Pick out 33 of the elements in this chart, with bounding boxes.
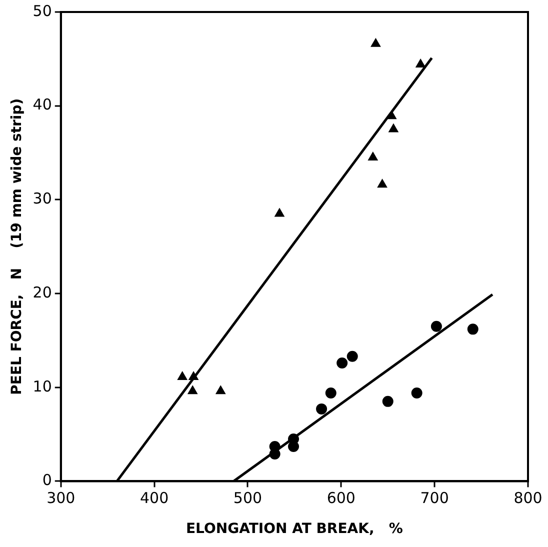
point <box>382 396 394 407</box>
point <box>188 386 198 394</box>
point <box>316 403 328 414</box>
point <box>370 38 381 47</box>
point <box>388 124 398 132</box>
point <box>325 387 336 398</box>
point <box>411 387 422 398</box>
point <box>368 152 378 160</box>
point <box>416 59 426 68</box>
point <box>188 372 198 380</box>
x-tick-label: 500 <box>233 489 262 508</box>
y-tick-label: 40 <box>32 96 52 114</box>
point <box>430 320 442 332</box>
point <box>178 372 188 380</box>
point <box>377 179 388 188</box>
point <box>216 386 226 394</box>
x-tick-label: 700 <box>420 489 449 508</box>
x-axis-title: ELONGATION AT BREAK, % <box>186 521 403 538</box>
point <box>346 350 358 362</box>
point <box>274 208 284 217</box>
point <box>386 110 396 120</box>
point <box>336 357 348 368</box>
y-tick-label: 30 <box>32 190 52 208</box>
x-tick-label: 400 <box>140 489 169 508</box>
y-tick-label: 20 <box>32 283 52 302</box>
y-tick-label: 10 <box>32 377 52 396</box>
y-tick-label: 50 <box>32 2 52 20</box>
x-tick-label: 600 <box>326 489 356 508</box>
x-tick-label: 800 <box>514 489 542 508</box>
x-tick-label: 300 <box>46 489 76 508</box>
y-axis-title: PEEL FORCE, N (19 mm wide strip) <box>9 98 26 395</box>
y-tick-label: 0 <box>42 471 52 490</box>
point <box>467 324 478 335</box>
